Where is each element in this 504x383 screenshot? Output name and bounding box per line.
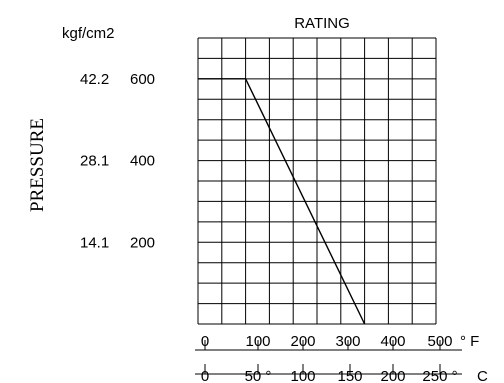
y-tick-label-kgf: 28.1 [80, 153, 109, 170]
chart-title: RATING [294, 15, 350, 32]
y-axis-label: PRESSURE [27, 118, 48, 212]
pressure-unit-label: kgf/cm2 [62, 25, 115, 42]
y-tick-labels: 42.2 600 28.1 400 14.1 200 [80, 71, 155, 251]
rating-line [198, 78, 366, 325]
x-tick-label-celsius: 250 ° [422, 368, 457, 383]
x-tick-label-fahrenheit: 0 [201, 333, 209, 350]
x-tick-label-celsius: 100 [290, 368, 315, 383]
x-tick-label-celsius: 150 [337, 368, 362, 383]
y-tick-label-psi: 200 [130, 234, 155, 251]
y-tick-label-kgf: 14.1 [80, 234, 109, 251]
x-tick-label-fahrenheit: 200 [290, 333, 315, 350]
x-unit-fahrenheit: ° F [460, 333, 479, 350]
y-tick-label-kgf: 42.2 [80, 71, 109, 88]
y-tick-label-psi: 600 [130, 71, 155, 88]
series-layer [198, 78, 366, 325]
x-tick-label-celsius: 200 [380, 368, 405, 383]
x-axes: 0 100 200 300 400 500 ° F 0 50 ° 100 150 200 250 ° C [195, 333, 488, 383]
x-tick-label-fahrenheit: 300 [335, 333, 360, 350]
y-tick-label-psi: 400 [130, 153, 155, 170]
x-tick-label-fahrenheit: 100 [245, 333, 270, 350]
x-tick-label-celsius: 50 ° [245, 368, 272, 383]
x-unit-celsius: C [477, 368, 488, 383]
grid [197, 37, 437, 325]
x-tick-label-celsius: 0 [201, 368, 209, 383]
x-tick-label-fahrenheit: 400 [380, 333, 405, 350]
x-tick-label-fahrenheit: 500 [427, 333, 452, 350]
